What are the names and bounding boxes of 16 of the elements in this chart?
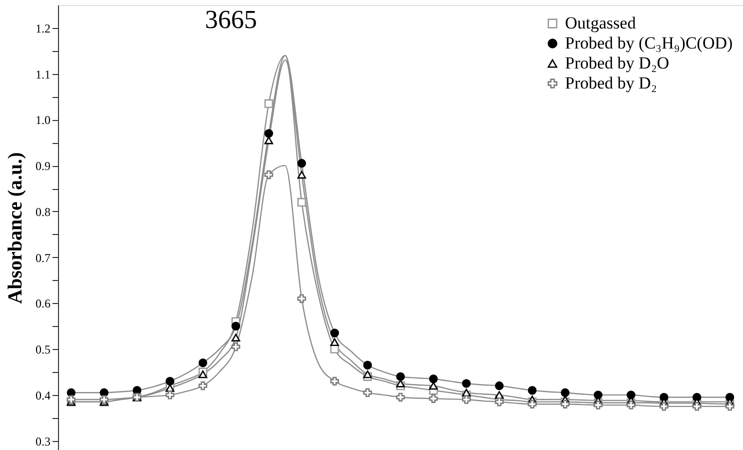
y-tick-label: 0.7 xyxy=(36,250,50,265)
y-tick-label: 0.8 xyxy=(36,204,50,219)
y-tick-label: 0.4 xyxy=(36,388,50,402)
legend-label: Probed by D₂O xyxy=(565,54,670,72)
y-tick-label: 0.3 xyxy=(36,434,50,448)
y-tick-label: 0.6 xyxy=(36,296,50,311)
y-tick-label: 1.1 xyxy=(36,67,50,82)
y-tick-label: 1.0 xyxy=(36,113,50,128)
y-axis-title: Absorbance (a.u.) xyxy=(4,152,26,304)
legend-label: Outgassed xyxy=(565,14,636,32)
y-tick-label: 0.5 xyxy=(36,342,50,357)
chart-title: 3665 xyxy=(205,5,257,34)
y-tick-label: 1.2 xyxy=(36,21,50,36)
y-tick-label: 0.9 xyxy=(36,159,50,174)
legend-label: Probed by D₂ xyxy=(565,74,657,92)
legend-label: Probed by (C₃H₉)C(OD) xyxy=(565,34,733,52)
